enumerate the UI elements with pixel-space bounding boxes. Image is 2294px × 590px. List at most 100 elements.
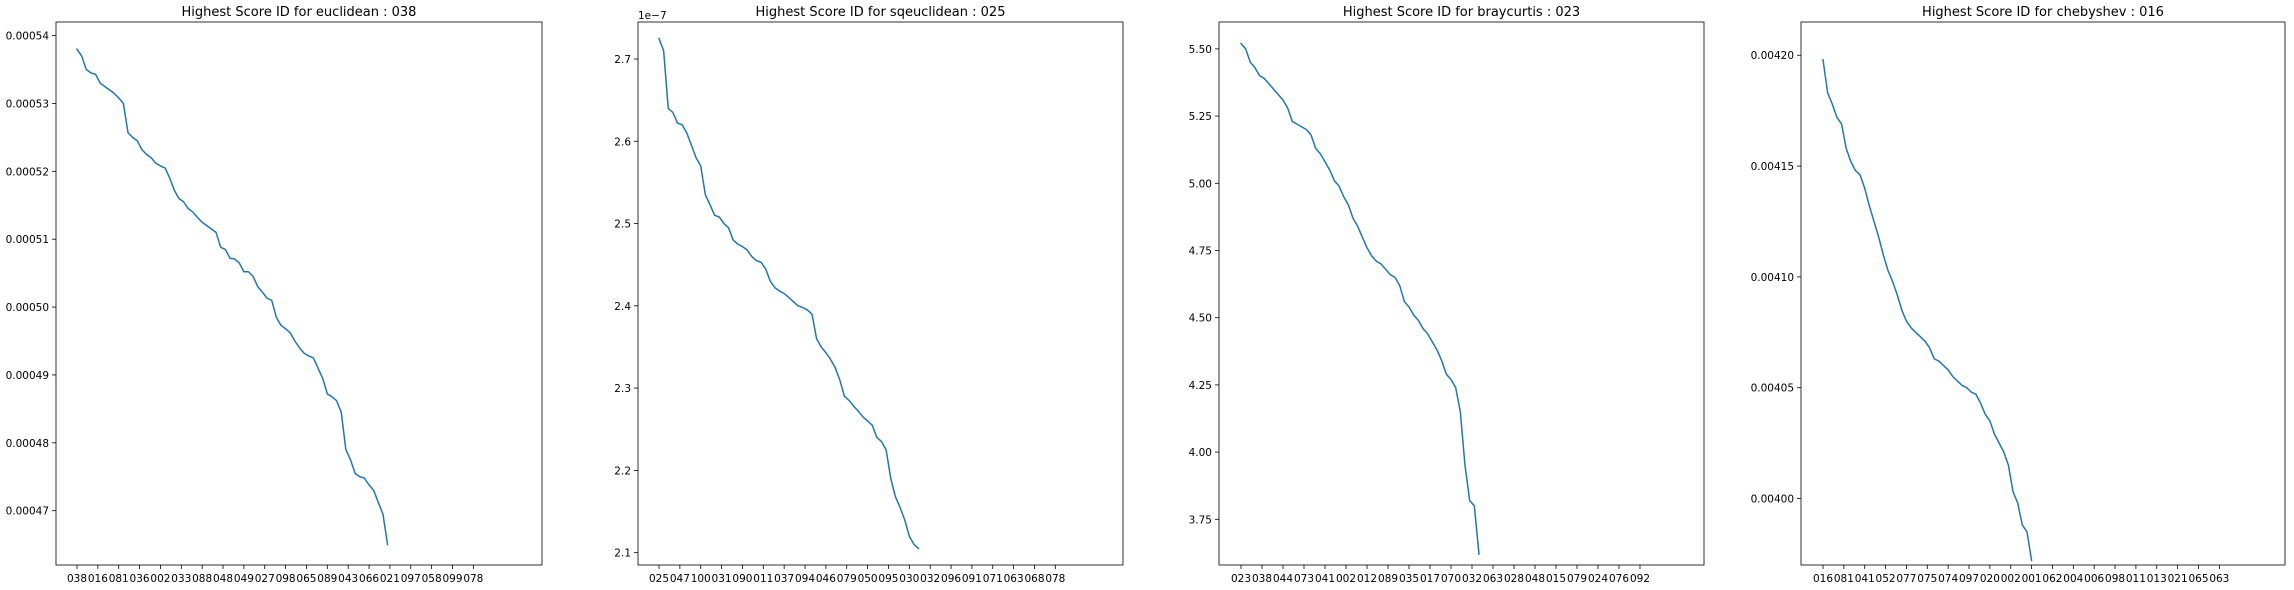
x-tick-label: 063 [2209, 573, 2229, 585]
y-tick-label: 0.00420 [1751, 50, 1794, 62]
x-tick-label: 058 [422, 573, 442, 585]
x-tick-label: 033 [171, 573, 191, 585]
y-tick-label: 2.7 [614, 54, 631, 66]
x-tick-label: 025 [649, 573, 669, 585]
x-tick-label: 077 [1896, 573, 1916, 585]
y-tick-label: 4.25 [1189, 380, 1212, 392]
x-tick-label: 020 [1980, 573, 2000, 585]
x-tick-label: 065 [296, 573, 316, 585]
x-tick-label: 050 [858, 573, 878, 585]
chart-panel-sqeuclidean: Highest Score ID for sqeuclidean : 025 1… [614, 5, 1124, 585]
x-tick-label: 092 [1630, 573, 1650, 585]
x-tick-label: 081 [109, 573, 129, 585]
x-tick-label: 071 [983, 573, 1003, 585]
x-tick-label: 081 [1834, 573, 1854, 585]
x-tick-label: 032 [1462, 573, 1482, 585]
y-tick-label: 0.00410 [1751, 272, 1794, 284]
x-tick-label: 046 [816, 573, 836, 585]
x-tick-label: 044 [1273, 573, 1293, 585]
y-tick-label: 2.6 [614, 136, 631, 148]
chart-title: Highest Score ID for sqeuclidean : 025 [756, 5, 1006, 20]
x-tick-label: 079 [1567, 573, 1587, 585]
chart-panel-euclidean: Highest Score ID for euclidean : 038 0.0… [6, 5, 543, 585]
x-tick-label: 012 [1357, 573, 1377, 585]
x-tick-label: 068 [1024, 573, 1044, 585]
x-tick-label: 002 [2001, 573, 2021, 585]
x-tick-label: 049 [234, 573, 254, 585]
x-tick-label: 074 [1938, 573, 1958, 585]
plot-frame [55, 21, 543, 566]
x-tick-label: 063 [1004, 573, 1024, 585]
x-tick-label: 048 [1525, 573, 1545, 585]
x-tick-label: 052 [1876, 573, 1896, 585]
x-tick-label: 016 [88, 573, 108, 585]
x-tick-label: 030 [899, 573, 919, 585]
x-tick-label: 089 [1378, 573, 1398, 585]
y-offset-label: 1e−7 [638, 10, 667, 22]
y-tick-label: 4.75 [1189, 245, 1212, 257]
plot-frame [637, 21, 1124, 566]
chart-panel-chebyshev: Highest Score ID for chebyshev : 016 0.0… [1751, 5, 2286, 585]
x-tick-label: 075 [1917, 573, 1937, 585]
x-tick-label: 097 [401, 573, 421, 585]
y-tick-label: 2.2 [614, 465, 631, 477]
y-tick-label: 0.00048 [6, 438, 49, 450]
x-tick-label: 006 [2084, 573, 2104, 585]
x-tick-label: 037 [774, 573, 794, 585]
x-tick-label: 099 [442, 573, 462, 585]
x-tick-label: 089 [317, 573, 337, 585]
x-tick-label: 017 [1420, 573, 1440, 585]
y-tick-label: 0.00053 [6, 98, 49, 110]
y-tick-label: 2.1 [614, 548, 631, 560]
x-tick-label: 091 [962, 573, 982, 585]
y-tick-label: 4.00 [1189, 447, 1212, 459]
x-tick-label: 011 [2126, 573, 2146, 585]
y-tick-label: 0.00047 [6, 506, 49, 518]
x-tick-label: 078 [463, 573, 483, 585]
x-tick-label: 088 [192, 573, 212, 585]
x-tick-label: 095 [878, 573, 898, 585]
x-tick-label: 002 [150, 573, 170, 585]
x-tick-label: 090 [732, 573, 752, 585]
x-tick-label: 041 [1315, 573, 1335, 585]
x-tick-label: 041 [1855, 573, 1875, 585]
chart-title: Highest Score ID for chebyshev : 016 [1922, 5, 2164, 20]
chart-title: Highest Score ID for braycurtis : 023 [1343, 5, 1580, 20]
x-tick-label: 021 [380, 573, 400, 585]
series-line [658, 37, 920, 550]
y-tick-label: 0.00051 [6, 234, 49, 246]
y-tick-label: 0.00415 [1751, 161, 1794, 173]
x-tick-label: 036 [130, 573, 150, 585]
x-tick-label: 035 [1399, 573, 1419, 585]
x-tick-label: 028 [1504, 573, 1524, 585]
x-tick-label: 032 [920, 573, 940, 585]
y-tick-label: 4.50 [1189, 313, 1212, 325]
x-tick-label: 043 [338, 573, 358, 585]
x-tick-label: 098 [2105, 573, 2125, 585]
x-tick-label: 024 [1588, 573, 1608, 585]
x-tick-label: 021 [2168, 573, 2188, 585]
x-tick-label: 079 [837, 573, 857, 585]
y-tick-label: 2.4 [614, 301, 631, 313]
x-tick-label: 027 [255, 573, 275, 585]
x-tick-label: 047 [670, 573, 690, 585]
y-tick-label: 2.3 [614, 383, 631, 395]
x-tick-label: 097 [1959, 573, 1979, 585]
chart-panel-braycurtis: Highest Score ID for braycurtis : 023 3.… [1189, 5, 1705, 585]
y-tick-label: 0.00050 [6, 302, 49, 314]
x-tick-label: 004 [2063, 573, 2083, 585]
y-tick-label: 3.75 [1189, 514, 1212, 526]
x-tick-label: 038 [67, 573, 87, 585]
x-tick-label: 048 [213, 573, 233, 585]
x-tick-label: 070 [1441, 573, 1461, 585]
x-tick-label: 078 [1045, 573, 1065, 585]
y-tick-label: 5.25 [1189, 111, 1212, 123]
x-tick-label: 016 [1813, 573, 1833, 585]
plot-frame [1800, 21, 2286, 566]
x-tick-label: 002 [1336, 573, 1356, 585]
x-tick-label: 063 [1483, 573, 1503, 585]
y-tick-label: 0.00054 [6, 31, 50, 43]
plot-frame [1218, 21, 1705, 566]
x-tick-label: 073 [1294, 573, 1314, 585]
